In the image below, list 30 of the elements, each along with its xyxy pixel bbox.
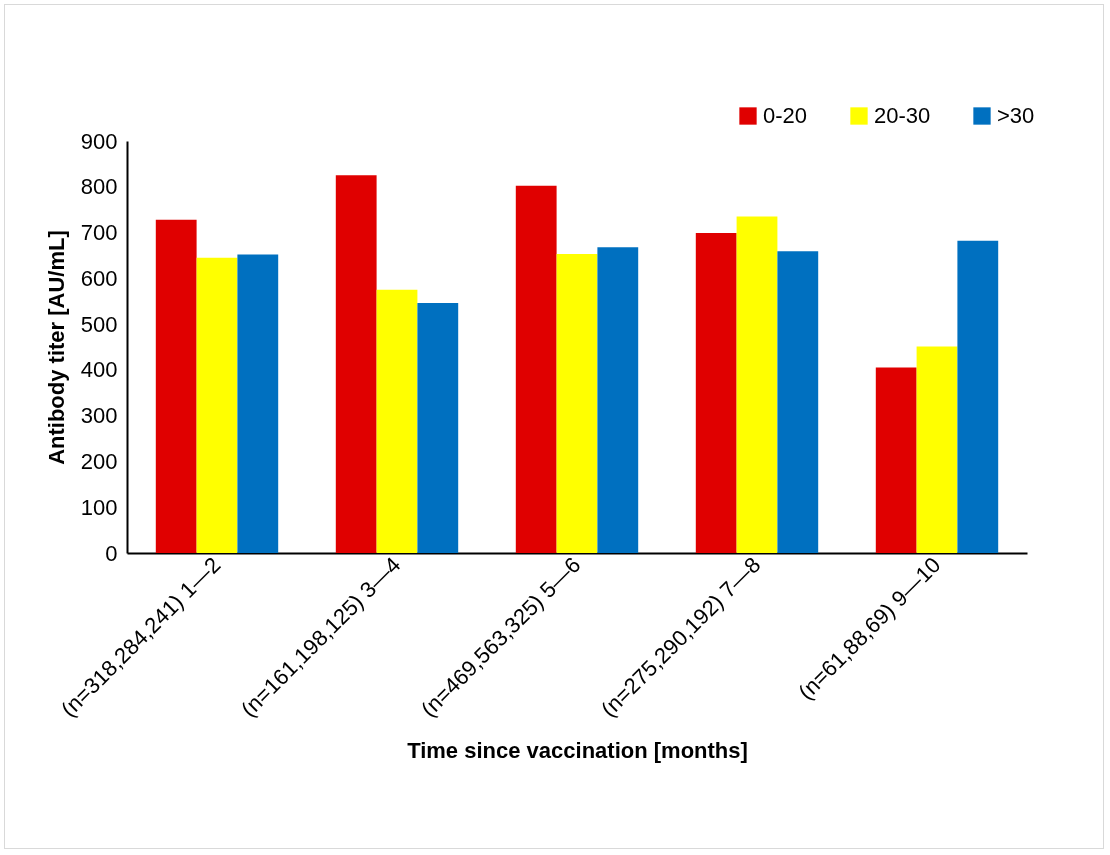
bar xyxy=(237,254,279,553)
bar xyxy=(376,289,418,553)
y-tick-label: 300 xyxy=(80,403,118,429)
bar xyxy=(695,233,737,553)
y-tick-label: 100 xyxy=(80,494,118,520)
y-tick-label: 400 xyxy=(80,357,118,383)
y-axis-title: Antibody titer [AU/mL] xyxy=(43,230,69,465)
y-tick-label: 600 xyxy=(80,265,118,291)
bar xyxy=(957,240,999,553)
y-tick-label: 700 xyxy=(80,220,118,246)
bar xyxy=(875,367,917,553)
bar xyxy=(417,303,459,553)
legend-label: 0-20 xyxy=(763,103,808,128)
y-tick-label: 500 xyxy=(80,311,118,337)
bar xyxy=(335,175,377,553)
y-tick-label: 900 xyxy=(80,128,118,154)
bar xyxy=(736,216,778,553)
bar xyxy=(916,346,958,553)
y-tick-label: 800 xyxy=(80,174,118,200)
legend-label: 20-30 xyxy=(874,103,931,128)
legend-label: >30 xyxy=(997,103,1035,128)
bar xyxy=(155,219,197,553)
bar xyxy=(777,251,819,553)
y-tick-label: 0 xyxy=(105,540,118,566)
bar xyxy=(515,185,557,553)
bar xyxy=(597,247,639,553)
bar xyxy=(556,254,598,553)
x-axis-title: Time since vaccination [months] xyxy=(407,738,748,764)
bar xyxy=(196,257,238,553)
y-tick-label: 200 xyxy=(80,448,118,474)
